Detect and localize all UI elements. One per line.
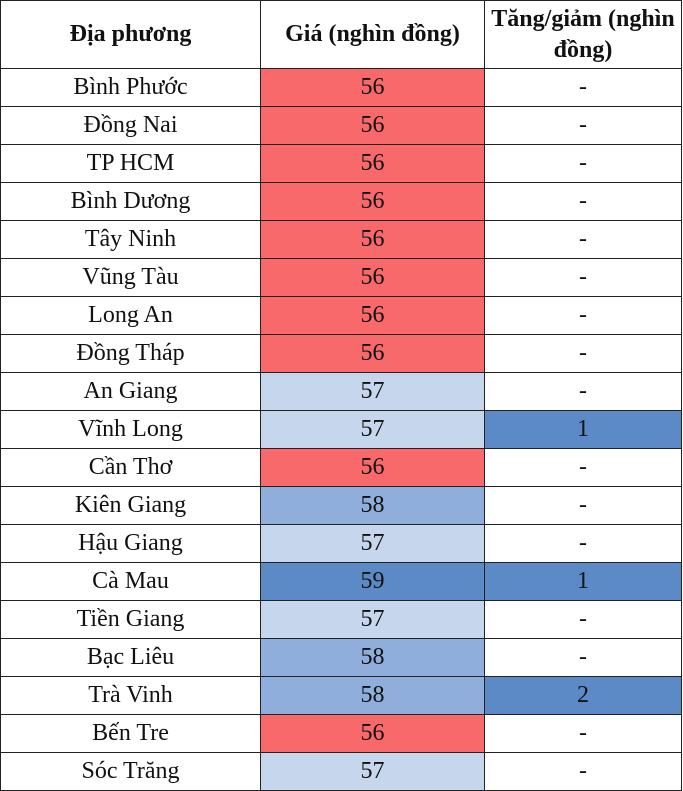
change-cell: - xyxy=(484,486,682,525)
change-cell: - xyxy=(484,600,682,639)
change-cell: - xyxy=(484,220,682,259)
price-cell: 57 xyxy=(260,410,485,449)
price-cell: 59 xyxy=(260,562,485,601)
place-cell: Tiền Giang xyxy=(0,600,261,639)
place-cell: Trà Vinh xyxy=(0,676,261,715)
table-row: Hậu Giang 57- xyxy=(0,524,682,563)
place-cell: Đồng Tháp xyxy=(0,334,261,373)
place-cell: Bình Dương xyxy=(0,182,261,221)
place-cell: Kiên Giang xyxy=(0,486,261,525)
price-cell: 56 xyxy=(260,182,485,221)
table-row: Long An 56- xyxy=(0,296,682,335)
place-cell: Sóc Trăng xyxy=(0,752,261,791)
change-cell: - xyxy=(484,68,682,107)
price-cell: 58 xyxy=(260,638,485,677)
price-cell: 56 xyxy=(260,334,485,373)
change-cell: - xyxy=(484,524,682,563)
table-row: Đồng Nai 56- xyxy=(0,106,682,145)
price-cell: 56 xyxy=(260,220,485,259)
place-cell: Hậu Giang xyxy=(0,524,261,563)
change-cell: - xyxy=(484,258,682,297)
table-row: Bạc Liêu 58- xyxy=(0,638,682,677)
price-cell: 57 xyxy=(260,600,485,639)
table-row: Sóc Trăng 57- xyxy=(0,752,682,791)
place-cell: Long An xyxy=(0,296,261,335)
place-cell: Bình Phước xyxy=(0,68,261,107)
price-cell: 56 xyxy=(260,144,485,183)
change-cell: 2 xyxy=(484,676,682,715)
change-cell: - xyxy=(484,714,682,753)
price-cell: 57 xyxy=(260,752,485,791)
place-cell: Đồng Nai xyxy=(0,106,261,145)
header-place: Địa phương xyxy=(0,0,261,69)
table-row: Tiền Giang 57- xyxy=(0,600,682,639)
change-cell: - xyxy=(484,296,682,335)
place-cell: Bến Tre xyxy=(0,714,261,753)
table-row: Tây Ninh 56- xyxy=(0,220,682,259)
change-cell: - xyxy=(484,106,682,145)
header-row: Địa phương Giá (nghìn đồng) Tăng/giảm (n… xyxy=(0,0,682,69)
place-cell: Bạc Liêu xyxy=(0,638,261,677)
price-cell: 56 xyxy=(260,714,485,753)
place-cell: Vĩnh Long xyxy=(0,410,261,449)
header-price: Giá (nghìn đồng) xyxy=(260,0,485,69)
place-cell: Cà Mau xyxy=(0,562,261,601)
change-cell: - xyxy=(484,752,682,791)
change-cell: - xyxy=(484,182,682,221)
change-cell: - xyxy=(484,372,682,411)
change-cell: - xyxy=(484,144,682,183)
header-change: Tăng/giảm (nghìn đồng) xyxy=(484,0,682,69)
place-cell: Cần Thơ xyxy=(0,448,261,487)
place-cell: TP HCM xyxy=(0,144,261,183)
price-cell: 56 xyxy=(260,258,485,297)
price-cell: 57 xyxy=(260,524,485,563)
price-cell: 56 xyxy=(260,448,485,487)
price-cell: 58 xyxy=(260,486,485,525)
table-row: Đồng Tháp 56- xyxy=(0,334,682,373)
table-row: TP HCM 56- xyxy=(0,144,682,183)
table-row: Cà Mau 59 1 xyxy=(0,562,682,601)
price-cell: 56 xyxy=(260,68,485,107)
price-cell: 56 xyxy=(260,106,485,145)
table-row: Cần Thơ 56- xyxy=(0,448,682,487)
place-cell: Vũng Tàu xyxy=(0,258,261,297)
price-cell: 56 xyxy=(260,296,485,335)
place-cell: An Giang xyxy=(0,372,261,411)
change-cell: - xyxy=(484,448,682,487)
table-row: Vĩnh Long 57 1 xyxy=(0,410,682,449)
table-row: Bình Phước 56- xyxy=(0,68,682,107)
change-cell: - xyxy=(484,334,682,373)
table-row: Kiên Giang 58- xyxy=(0,486,682,525)
place-cell: Tây Ninh xyxy=(0,220,261,259)
table-row: Bình Dương 56- xyxy=(0,182,682,221)
price-cell: 57 xyxy=(260,372,485,411)
change-cell: - xyxy=(484,638,682,677)
change-cell: 1 xyxy=(484,410,682,449)
table-row: Vũng Tàu 56- xyxy=(0,258,682,297)
price-cell: 58 xyxy=(260,676,485,715)
table-row: An Giang 57- xyxy=(0,372,682,411)
change-cell: 1 xyxy=(484,562,682,601)
table-row: Trà Vinh 58 2 xyxy=(0,676,682,715)
table-row: Bến Tre 56- xyxy=(0,714,682,753)
